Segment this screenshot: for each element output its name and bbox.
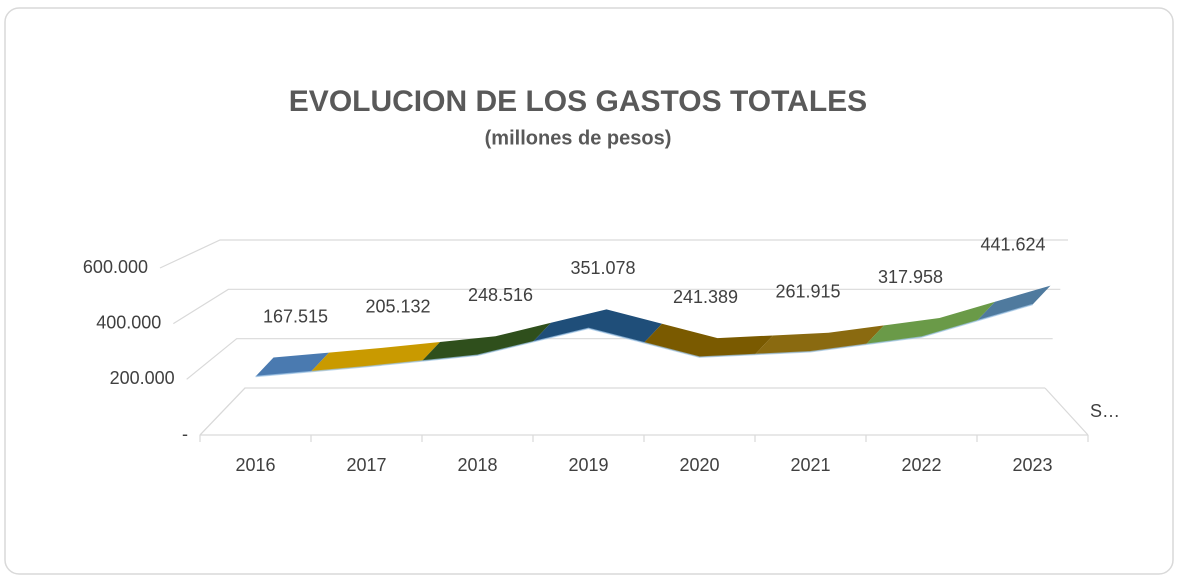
x-tick-label: 2019 xyxy=(568,455,608,475)
x-tick-label: 2017 xyxy=(346,455,386,475)
floor-edge xyxy=(1044,387,1089,436)
chart-frame xyxy=(4,7,1174,575)
x-tick-label: 2016 xyxy=(235,455,275,475)
data-label: 441.624 xyxy=(980,234,1045,254)
line-ribbon-segment xyxy=(255,352,329,377)
ribbon-edge xyxy=(310,360,423,373)
line-ribbon-segment xyxy=(977,285,1051,321)
y-tick-label: 400.000 xyxy=(96,312,161,332)
grid-line xyxy=(199,387,1045,436)
x-tick-label: 2018 xyxy=(457,455,497,475)
chart-subtitle: (millones de pesos) xyxy=(485,127,672,149)
line-ribbon-segment xyxy=(533,309,662,343)
data-label: 241.389 xyxy=(673,287,738,307)
data-label: 351.078 xyxy=(570,258,635,278)
line-ribbon-segment xyxy=(644,323,773,358)
x-tick-label: 2023 xyxy=(1012,455,1052,475)
line-ribbon-segment xyxy=(755,325,884,355)
data-label: 261.915 xyxy=(775,281,840,301)
chart-title: EVOLUCION DE LOS GASTOS TOTALES xyxy=(289,85,867,118)
data-label: 317.958 xyxy=(878,267,943,287)
ribbon-edge xyxy=(643,342,756,358)
data-label: 248.516 xyxy=(468,285,533,305)
line-ribbon-segment xyxy=(866,301,995,345)
ribbon-edge xyxy=(421,341,534,362)
ribbon-edge xyxy=(532,327,645,344)
ribbon-edge xyxy=(754,343,867,356)
ribbon-edge xyxy=(865,320,978,346)
x-tick-label: 2022 xyxy=(901,455,941,475)
grid-line xyxy=(159,239,1068,269)
line-ribbon-segment xyxy=(422,322,551,361)
x-tick-label: 2021 xyxy=(790,455,830,475)
y-tick-label: 600.000 xyxy=(83,257,148,277)
grid-line xyxy=(173,288,1061,325)
line-ribbon-segment xyxy=(311,341,440,372)
x-tick-label: 2020 xyxy=(679,455,719,475)
legend-label: S… xyxy=(1090,401,1120,421)
y-tick-label: - xyxy=(182,424,188,444)
data-label: 205.132 xyxy=(365,296,430,316)
ribbon-edge xyxy=(255,370,312,378)
data-label: 167.515 xyxy=(263,306,328,326)
ribbon-edge xyxy=(976,303,1033,322)
y-tick-label: 200.000 xyxy=(110,368,175,388)
